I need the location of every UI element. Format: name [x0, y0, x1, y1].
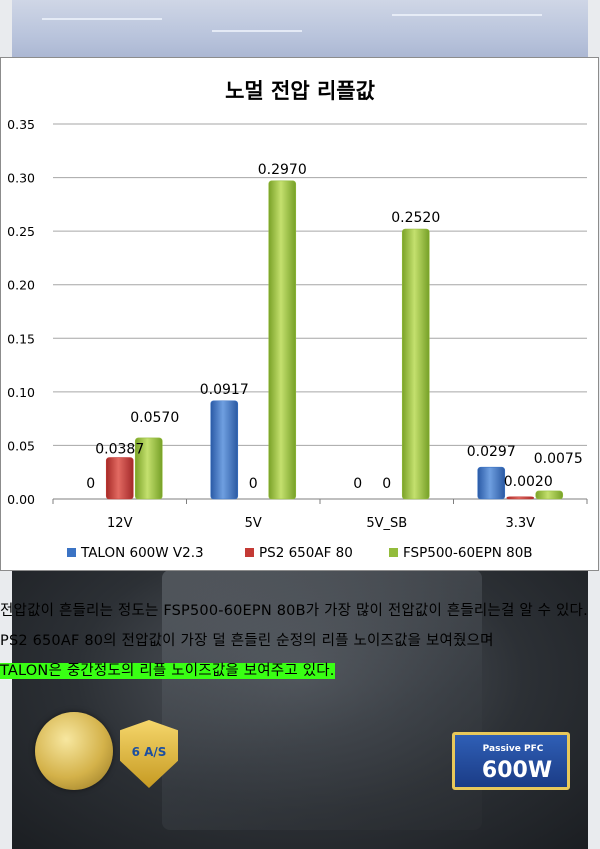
legend-label: PS2 650AF 80 — [259, 545, 353, 561]
description-text: 전압값이 흔들리는 정도는 FSP500-60EPN 80B가 가장 많이 전압… — [0, 603, 600, 693]
bar — [535, 490, 564, 500]
header-background — [12, 0, 588, 60]
chart-canvas: 노멀 전압 리플값 0.000.050.100.150.200.250.300.… — [7, 79, 588, 561]
x-axis-ticks: 12V 5V 5V_SB 3.3V — [52, 499, 588, 531]
x-tick-label: 12V — [107, 516, 133, 531]
power-supply-image — [162, 570, 482, 830]
data-label: 0 — [382, 476, 391, 492]
y-tick-label: 0.25 — [7, 224, 35, 239]
bar — [105, 457, 134, 500]
data-label: 0.0297 — [467, 444, 516, 460]
x-tick-label: 5V_SB — [366, 516, 407, 531]
legend-swatch — [67, 548, 76, 557]
ripple-chart: 노멀 전압 리플값 0.00 0.05 0.10 0.15 0.20 0.25 0.30 0.… — [0, 57, 599, 571]
y-tick-label: 0.35 — [7, 117, 35, 132]
certification-seal-icon — [35, 712, 113, 790]
paragraph-2: PS2 650AF 80의 전압값이 가장 덜 흔들린 순정의 리플 노이즈값을… — [0, 633, 494, 649]
legend-label: TALON 600W V2.3 — [80, 545, 204, 561]
y-tick-label: 0.00 — [7, 492, 35, 507]
pfc-badge-label: Passive PFC — [483, 744, 544, 754]
y-tick-label: 0.05 — [7, 438, 35, 453]
bar — [268, 180, 297, 500]
passive-pfc-badge: Passive PFC 600W — [452, 732, 570, 790]
x-tick-label: 3.3V — [505, 516, 535, 531]
y-tick-label: 0.30 — [7, 171, 35, 186]
data-label: 0.0387 — [95, 442, 144, 458]
data-label: 0.2970 — [258, 162, 307, 178]
x-tick-label: 5V — [245, 516, 262, 531]
data-label: 0.0020 — [504, 474, 553, 490]
legend-label: FSP500-60EPN 80B — [403, 545, 533, 561]
legend-swatch — [245, 548, 254, 557]
bar — [210, 400, 239, 500]
chart-title: 노멀 전압 리플값 — [225, 79, 375, 103]
warranty-shield-text: 6 A/S — [132, 745, 167, 759]
data-labels: 0 0.0387 0.0570 0.0917 0 0.2970 0 0 0.2520 0.0297… — [86, 162, 582, 492]
paragraph-1: 전압값이 흔들리는 정도는 FSP500-60EPN 80B가 가장 많이 전압… — [0, 603, 588, 619]
data-label: 0.0917 — [200, 382, 249, 398]
y-axis-ticks: 0.00 0.05 0.10 0.15 0.20 0.25 0.30 0.35 — [7, 117, 35, 507]
y-tick-label: 0.20 — [7, 278, 35, 293]
pfc-badge-watt: 600W — [482, 758, 552, 783]
product-photo-background — [12, 560, 588, 849]
y-tick-label: 0.15 — [7, 331, 35, 346]
data-label: 0 — [353, 476, 362, 492]
data-label: 0 — [249, 476, 258, 492]
y-tick-label: 0.10 — [7, 385, 35, 400]
bar — [506, 496, 535, 500]
data-label: 0 — [86, 476, 95, 492]
bar — [477, 466, 506, 500]
bar — [134, 437, 163, 500]
data-label: 0.0570 — [130, 410, 179, 426]
legend-swatch — [389, 548, 398, 557]
bar — [401, 228, 430, 500]
data-label: 0.0075 — [534, 451, 583, 467]
bars — [105, 180, 564, 500]
data-label: 0.2520 — [391, 210, 440, 226]
legend: TALON 600W V2.3 PS2 650AF 80 FSP500-60EPN … — [67, 545, 533, 561]
paragraph-3-highlighted: TALON은 중간정도의 리플 노이즈값을 보여주고 있다. — [0, 663, 335, 679]
